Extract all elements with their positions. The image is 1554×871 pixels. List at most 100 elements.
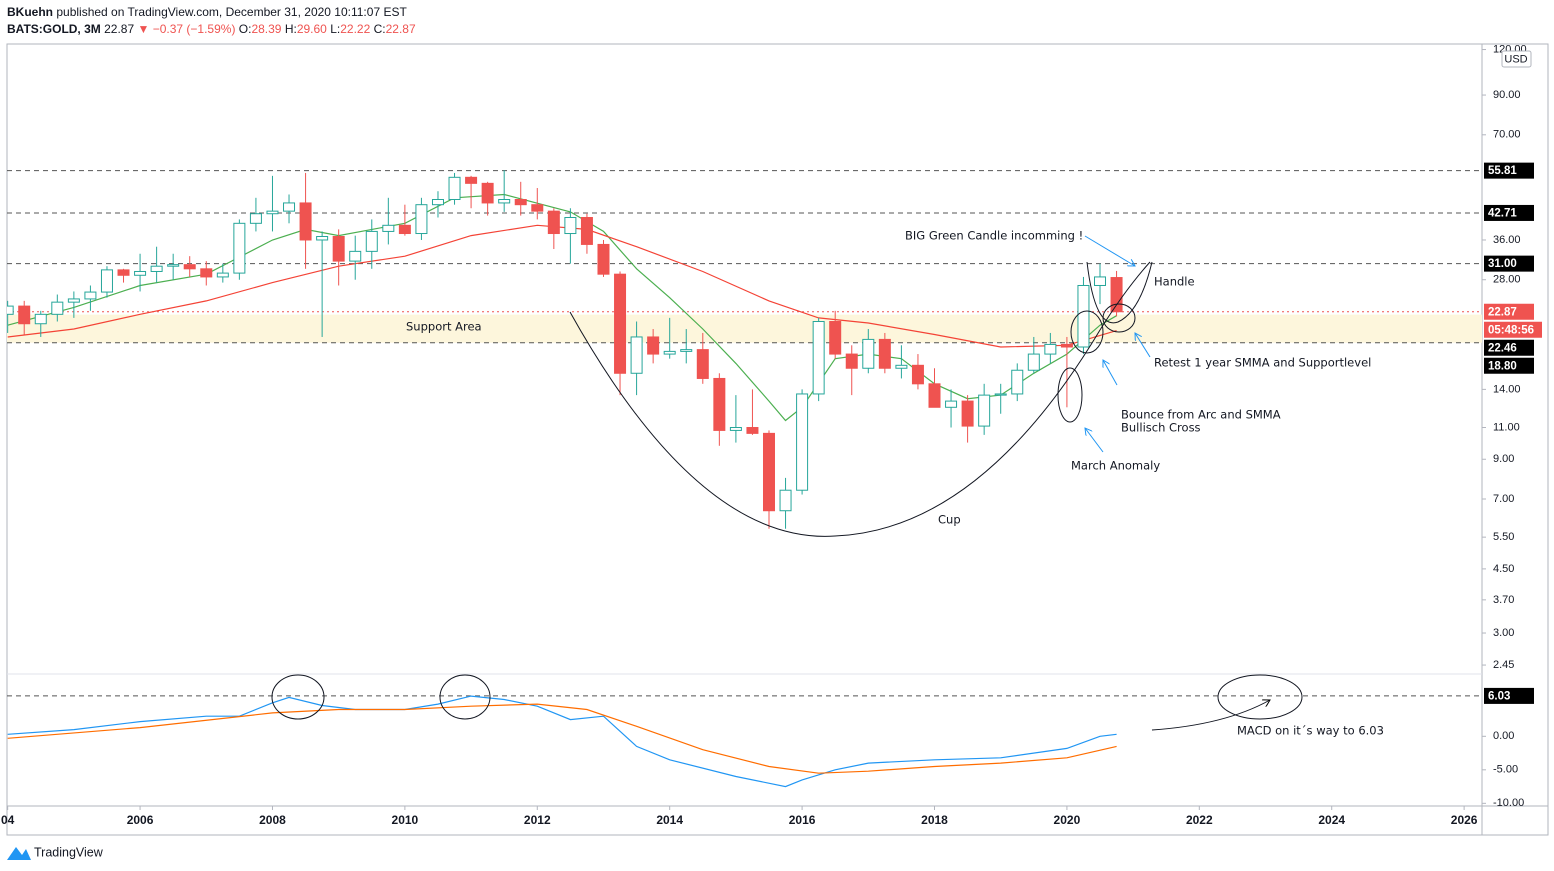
- candle-body: [580, 216, 593, 245]
- annotation: Cup: [938, 513, 961, 527]
- level-label-box: [1484, 204, 1534, 221]
- circle: [271, 674, 325, 720]
- x-tick-label: 2016: [789, 813, 816, 827]
- y-tick-label: 90.00: [1493, 89, 1521, 101]
- candle-body: [994, 393, 1007, 396]
- published: published on TradingView.com, December 3…: [56, 5, 407, 19]
- candle-body: [167, 264, 180, 267]
- candle-body: [928, 383, 941, 408]
- candle-body: [465, 176, 478, 184]
- y-tick-label: 70.00: [1493, 129, 1521, 141]
- author[interactable]: BKuehn: [7, 5, 53, 19]
- band-label: Support Area: [406, 320, 482, 334]
- annotation: Retest 1 year SMMA and Supportlevel: [1154, 356, 1371, 370]
- ohlc-label: C:: [373, 22, 386, 36]
- candle-body: [382, 224, 395, 232]
- support-band: [7, 314, 1482, 343]
- candle-body: [51, 301, 64, 315]
- footer-brand: TradingView: [34, 845, 104, 859]
- level-label-box: [1484, 357, 1534, 374]
- candle-body: [233, 222, 246, 274]
- candle-body: [614, 273, 627, 374]
- candle-body: [67, 298, 80, 303]
- y-tick-label: 2.45: [1493, 659, 1514, 671]
- y-tick-label: -5.00: [1493, 764, 1518, 776]
- candle-body: [299, 202, 312, 241]
- candle-body: [895, 364, 908, 369]
- axis-layer: 120.0090.0070.0036.0028.0014.0011.009.00…: [1, 43, 1542, 827]
- macd-line: [7, 703, 1117, 774]
- circle: [1217, 674, 1303, 720]
- candle-body: [283, 202, 296, 212]
- candle-body: [564, 216, 577, 235]
- candle-body: [481, 182, 494, 204]
- candle-body: [1110, 277, 1123, 313]
- annotation: Bullisch Cross: [1121, 421, 1201, 435]
- price-layer: [7, 170, 1482, 529]
- symbol: BATS:GOLD, 3M: [7, 22, 101, 36]
- macd-layer: [7, 695, 1482, 788]
- annotation: March Anomaly: [1071, 459, 1160, 473]
- level-label: 22.87: [1488, 306, 1517, 318]
- candle-body: [812, 321, 825, 395]
- x-tick-label: 2014: [656, 813, 683, 827]
- ohlc-l: L:22.22: [330, 22, 370, 36]
- level-label-box: [1484, 255, 1534, 272]
- arrow: [1103, 360, 1118, 386]
- candle-body: [630, 336, 643, 374]
- candle-body: [762, 432, 775, 512]
- band-layer: [7, 314, 1482, 343]
- level-label: 55.81: [1488, 165, 1517, 177]
- y-tick-label: 9.00: [1493, 453, 1514, 465]
- circle: [1102, 303, 1136, 333]
- candle-body: [216, 272, 229, 278]
- arrow: [1135, 333, 1151, 358]
- ohlc-value: 22.87: [385, 22, 416, 36]
- candle-body: [431, 199, 444, 206]
- candle-body: [1027, 353, 1040, 371]
- candle-body: [498, 199, 511, 204]
- arrow: [1084, 235, 1135, 266]
- arrow: [1151, 700, 1270, 731]
- candle-body: [117, 269, 130, 276]
- candle-body: [349, 250, 362, 262]
- candle-body: [200, 268, 213, 278]
- y-tick-label: 7.00: [1493, 493, 1514, 505]
- circle: [1057, 367, 1083, 423]
- macd-line: [7, 695, 1117, 788]
- candle-body: [1077, 284, 1090, 348]
- drawings: [271, 235, 1303, 731]
- candle-body: [7, 305, 14, 315]
- y-tick-label: 3.00: [1493, 627, 1514, 639]
- x-tick-label: 2022: [1186, 813, 1213, 827]
- ohlc-value: 22.22: [340, 22, 371, 36]
- candle-body: [945, 400, 958, 408]
- arrow: [1085, 428, 1104, 453]
- level-label-box: [1484, 687, 1534, 704]
- handle-arc: [1086, 261, 1153, 324]
- candle-body: [514, 199, 527, 206]
- candle-body: [729, 427, 742, 431]
- candle-body: [134, 270, 147, 276]
- x-tick-label: 2024: [1318, 813, 1345, 827]
- y-tick-label: 28.00: [1493, 274, 1521, 286]
- ohlc-label: L:: [330, 22, 341, 36]
- x-tick-label: 2006: [127, 813, 154, 827]
- candle-body: [34, 313, 47, 325]
- level-label: 18.80: [1488, 360, 1517, 372]
- candle-body: [1094, 276, 1107, 286]
- candle-body: [531, 204, 544, 212]
- x-tick-label: 2020: [1054, 813, 1081, 827]
- level-label: 22.46: [1488, 342, 1517, 354]
- x-tick-label: 04: [1, 813, 15, 827]
- candle-body: [597, 243, 610, 275]
- ohlc-o: O:28.39: [239, 22, 282, 36]
- candle-body: [878, 338, 891, 369]
- candle-body: [183, 264, 196, 270]
- candle-body: [647, 336, 660, 355]
- currency-box[interactable]: [1501, 50, 1532, 68]
- level-label-box: [1484, 162, 1534, 179]
- candle-body: [316, 236, 329, 241]
- y-tick-label: 14.00: [1493, 383, 1521, 395]
- candle-body: [845, 353, 858, 369]
